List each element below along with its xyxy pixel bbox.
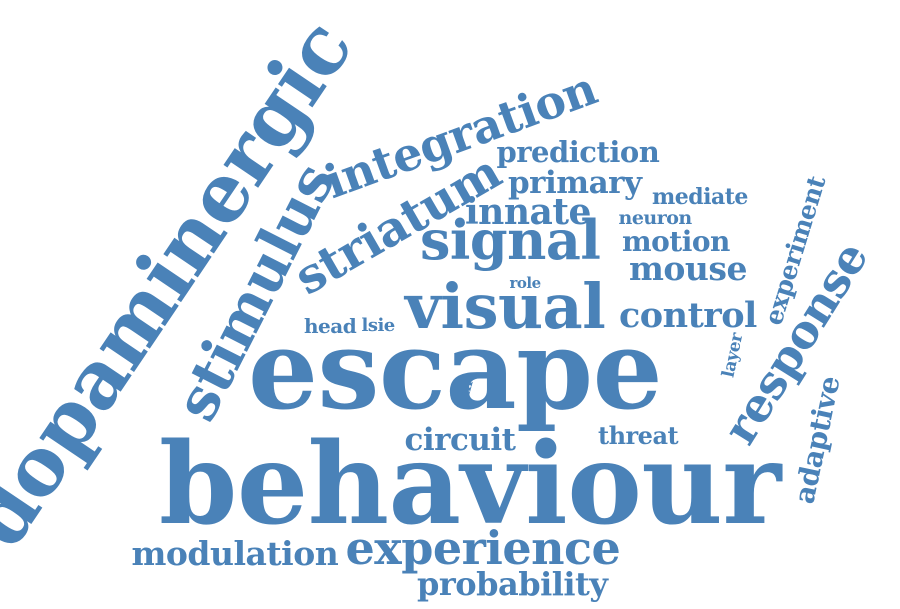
word-mouse: mouse: [629, 248, 748, 288]
word-escape: escape: [248, 305, 663, 434]
word-probability: probability: [417, 565, 608, 603]
word-circuit: circuit: [404, 421, 517, 458]
word-adaptive: adaptive: [787, 373, 847, 507]
word-prediction: prediction: [496, 134, 660, 169]
word-layer: layer: [717, 330, 747, 379]
word-behaviour: behaviour: [159, 419, 781, 550]
word-threat: threat: [598, 421, 679, 450]
word-primary: primary: [508, 164, 642, 201]
word-control: control: [619, 294, 757, 336]
word-innate: innate: [465, 191, 591, 233]
word-lsie: lsie: [361, 315, 396, 336]
word-mediate: mediate: [652, 184, 748, 210]
word-modulation: modulation: [131, 533, 339, 573]
word-experience: experience: [345, 521, 621, 575]
word-neuron: neuron: [618, 206, 693, 229]
word-role: role: [509, 273, 542, 292]
word-motion: motion: [622, 225, 730, 258]
word-signal: signal: [420, 208, 601, 272]
word-head: head: [304, 314, 357, 338]
word-visual: visual: [405, 270, 606, 343]
